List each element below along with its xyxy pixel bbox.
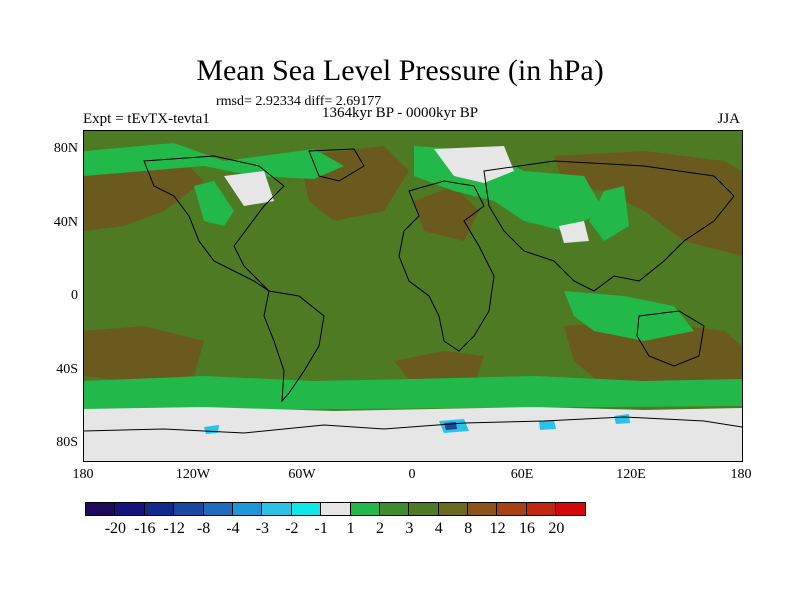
- colorbar-cell: [173, 502, 204, 516]
- colorbar-cell: [525, 502, 557, 516]
- colorbar-cell: [261, 502, 292, 516]
- colorbar-label: -2: [285, 520, 299, 537]
- colorbar-label: -8: [196, 520, 211, 537]
- colorbar-cell: [437, 502, 469, 516]
- colorbar-label: 2: [376, 520, 384, 537]
- colorbar-label: -12: [163, 520, 185, 537]
- x-tick-label: 180: [730, 467, 752, 482]
- season-label: JJA: [717, 111, 740, 127]
- experiment-label: Expt = tEvTX-tevta1: [83, 111, 210, 127]
- colorbar-label: 16: [519, 520, 535, 537]
- colorbar-cell: [231, 502, 263, 516]
- colorbar-label: -4: [226, 520, 240, 537]
- colorbar-cell: [114, 502, 145, 516]
- colorbar-label: -16: [134, 520, 156, 537]
- y-tick-label: 40N: [53, 215, 78, 230]
- coastlines: [84, 148, 742, 434]
- colorbar-label: -1: [314, 520, 328, 537]
- chart-title: Mean Sea Level Pressure (in hPa): [196, 54, 604, 87]
- y-tick-label: 80N: [53, 141, 78, 156]
- colorbar-label: -20: [104, 520, 127, 537]
- colorbar-cell: [85, 502, 116, 516]
- colorbar-label: 1: [346, 520, 355, 537]
- colorbar-label: -3: [255, 520, 270, 537]
- colorbar-label: 12: [489, 520, 506, 537]
- near-zero-regions: [84, 146, 742, 461]
- colorbar-label: 3: [405, 520, 414, 537]
- x-tick-label: 60W: [288, 467, 316, 482]
- colorbar-label: 20: [548, 520, 565, 537]
- colorbar-label: 4: [434, 520, 443, 537]
- map-panel: [83, 130, 743, 462]
- colorbar-cell: [408, 502, 439, 516]
- colorbar-cell: [555, 502, 586, 516]
- colorbar-cell: [378, 502, 410, 516]
- y-tick-label: 0: [71, 288, 78, 303]
- colorbar-cell: [349, 502, 380, 516]
- colorbar-cell: [467, 502, 498, 516]
- x-tick-label: 120E: [616, 467, 646, 482]
- high-pressure-regions: [84, 146, 742, 396]
- colorbar-cell: [290, 502, 322, 516]
- stats-text: rmsd= 2.92334 diff= 2.69177: [216, 94, 382, 109]
- x-tick-label: 60E: [510, 467, 534, 482]
- colorbar-cell: [143, 502, 175, 516]
- y-tick-label: 80S: [56, 435, 78, 450]
- colorbar: [85, 502, 586, 516]
- x-tick-label: 120W: [175, 467, 211, 482]
- x-tick-label: 180: [72, 467, 94, 482]
- colorbar-cell: [202, 502, 233, 516]
- x-tick-label: 0: [408, 467, 416, 482]
- colorbar-cell: [320, 502, 351, 516]
- y-tick-label: 40S: [56, 362, 78, 377]
- period-label: 1364kyr BP - 0000kyr BP: [321, 105, 479, 121]
- colorbar-label: 8: [464, 520, 473, 537]
- pressure-map: [84, 143, 742, 461]
- colorbar-cell: [496, 502, 527, 516]
